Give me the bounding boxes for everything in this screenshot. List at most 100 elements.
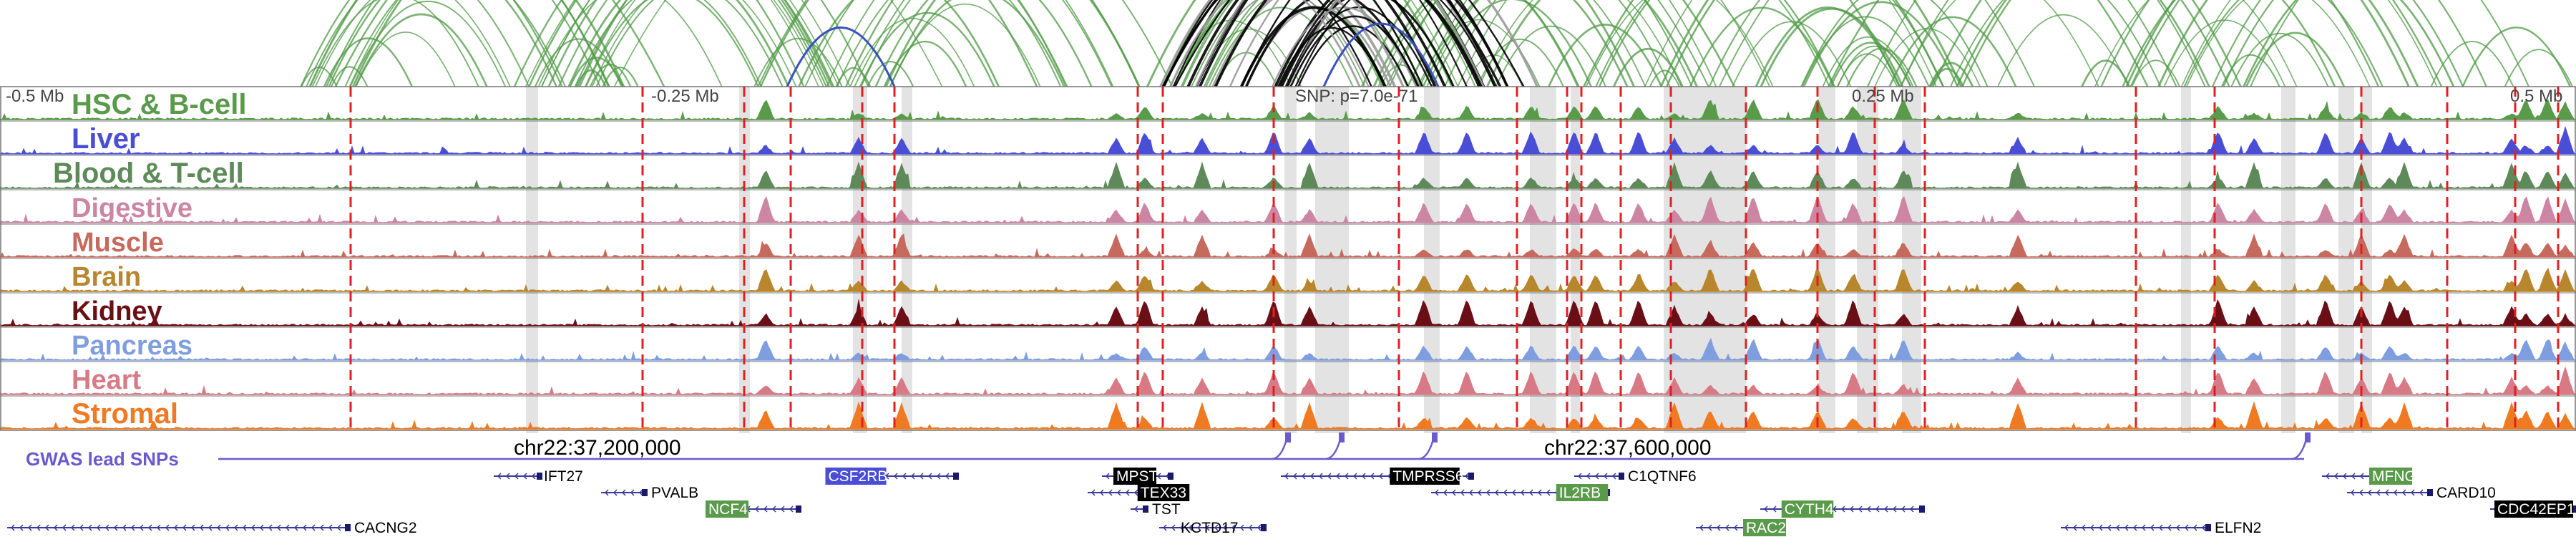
gene-strand-arrow bbox=[328, 524, 333, 531]
gene-strand-arrow bbox=[1468, 489, 1473, 496]
gene-strand-arrow bbox=[497, 473, 502, 480]
loop-arc bbox=[567, 0, 790, 87]
gene-strand-arrow bbox=[2158, 524, 2163, 531]
gene-strand-arrow bbox=[1716, 524, 1721, 531]
loop-arc bbox=[1828, 0, 2149, 87]
loop-arc bbox=[585, 0, 824, 87]
gene-strand-arrow bbox=[1257, 524, 1262, 531]
loop-arc bbox=[1495, 25, 1606, 87]
loop-arc bbox=[1932, 0, 2242, 87]
gene-strand-arrow bbox=[2325, 473, 2330, 480]
gene-strand-arrow bbox=[2141, 524, 2146, 531]
gene-strand-arrow bbox=[2167, 524, 2172, 531]
loop-arc bbox=[1426, 0, 1646, 87]
gene-strand-arrow bbox=[2201, 524, 2206, 531]
gene-strand-arrow bbox=[531, 473, 536, 480]
gene-strand-arrow bbox=[1171, 524, 1176, 531]
gene-strand-arrow bbox=[293, 524, 298, 531]
gene-strand-arrow bbox=[225, 524, 230, 531]
gene-strand-arrow bbox=[2419, 489, 2424, 496]
gene-strand-arrow bbox=[1335, 473, 1340, 480]
gene-strand-arrow bbox=[233, 524, 238, 531]
loop-arc bbox=[826, 0, 1114, 87]
gene-strand-arrow bbox=[505, 473, 510, 480]
gene-label-box bbox=[2494, 500, 2573, 518]
gene-strand-arrow bbox=[2089, 524, 2094, 531]
gene-strand-arrow bbox=[1494, 489, 1499, 496]
loop-arc bbox=[860, 0, 1113, 87]
loop-arc bbox=[1389, 0, 1693, 87]
gene-exon bbox=[1143, 505, 1148, 513]
loop-arc bbox=[1950, 0, 2162, 87]
track-signal bbox=[0, 99, 2576, 120]
track-label: Pancreas bbox=[72, 331, 192, 361]
loop-arc bbox=[1930, 67, 1964, 87]
gene-strand-arrow bbox=[216, 524, 221, 531]
gwas-snp-marker bbox=[1432, 432, 1438, 442]
gene-strand-arrow bbox=[1361, 473, 1366, 480]
gene-strand-arrow bbox=[147, 524, 152, 531]
loop-arc bbox=[849, 18, 975, 87]
highlight-band bbox=[1819, 87, 1835, 433]
gene-strand-arrow bbox=[621, 489, 626, 496]
loop-arc bbox=[331, 66, 369, 87]
gene-strand-arrow bbox=[1318, 473, 1323, 480]
gene-label: NCF4 bbox=[708, 501, 748, 518]
loop-arc bbox=[315, 0, 511, 87]
loop-arc bbox=[2223, 0, 2464, 87]
loop-arc bbox=[525, 0, 839, 87]
loop-arc bbox=[344, 0, 566, 87]
loop-arc bbox=[2250, 0, 2529, 87]
gene-strand-arrow bbox=[156, 524, 161, 531]
gene-strand-arrow bbox=[1849, 505, 1854, 513]
gene-strand-arrow bbox=[2192, 524, 2197, 531]
loop-arc bbox=[1287, 0, 1539, 87]
gene-strand-arrow bbox=[763, 505, 768, 513]
gene-strand-arrow bbox=[190, 524, 195, 531]
gene-strand-arrow bbox=[2115, 524, 2120, 531]
loop-arc bbox=[884, 0, 1141, 87]
gene-label: C1QTNF6 bbox=[1628, 468, 1697, 485]
gene-strand-arrow bbox=[302, 524, 307, 531]
loop-arc bbox=[1760, 7, 1904, 87]
gene-strand-arrow bbox=[1116, 489, 1121, 496]
loop-arc bbox=[2181, 0, 2438, 87]
gwas-snp-marker bbox=[2305, 432, 2311, 442]
loop-arc bbox=[354, 13, 488, 87]
loop-arc bbox=[1146, 0, 1453, 87]
gene-strand-arrow bbox=[1901, 505, 1906, 513]
track-signal bbox=[0, 401, 2576, 430]
gene-label: TST bbox=[1152, 501, 1181, 518]
loop-arc bbox=[1586, 0, 1774, 87]
loop-arc bbox=[1385, 0, 1709, 87]
gene-strand-arrow bbox=[1105, 473, 1110, 480]
loop-arc bbox=[1583, 0, 1901, 87]
loop-arc bbox=[534, 38, 623, 87]
gene-strand-arrow bbox=[1156, 473, 1161, 480]
loop-arc bbox=[1866, 0, 2177, 87]
loop-arc bbox=[547, 0, 831, 87]
loop-arc bbox=[1322, 22, 1440, 87]
loop-arc bbox=[2220, 54, 2280, 87]
gene-label: TEX33 bbox=[1141, 485, 1186, 501]
highlight-band bbox=[1424, 87, 1440, 433]
highlight-band bbox=[2338, 87, 2354, 433]
peak-marker-lines bbox=[349, 87, 2560, 430]
loop-arc bbox=[753, 37, 843, 87]
loop-arc bbox=[595, 0, 784, 87]
track-label: Digestive bbox=[72, 193, 192, 223]
track-label: Liver bbox=[72, 123, 140, 155]
gene-strand-arrow bbox=[771, 505, 776, 513]
gene-strand-arrow bbox=[613, 489, 618, 496]
gene-strand-arrow bbox=[936, 473, 941, 480]
gene-strand-arrow bbox=[1707, 524, 1712, 531]
gene-label-box bbox=[825, 468, 887, 485]
gene-strand-arrow bbox=[1162, 524, 1167, 531]
gene-strand-arrow bbox=[336, 524, 341, 531]
gene-exon bbox=[2427, 489, 2433, 496]
gene-strand-arrow bbox=[1460, 489, 1465, 496]
loop-arc bbox=[2430, 41, 2514, 87]
signal-tracks bbox=[0, 86, 2576, 431]
